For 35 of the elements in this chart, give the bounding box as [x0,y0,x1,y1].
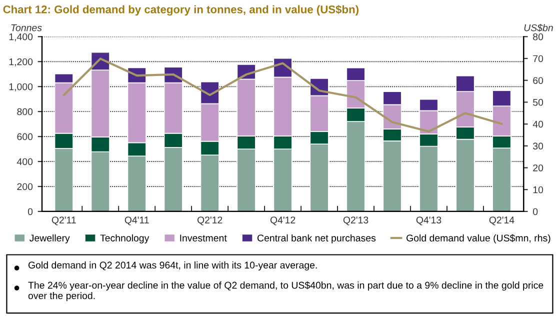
y2-axis-title: US$bn [524,24,553,32]
legend-label: Gold demand value (US$mn, rhs) [406,234,550,244]
y-tick-label: 1,400 [9,33,33,42]
x-tick-label: Q2'14 [489,216,514,226]
y-tick-label: 1,000 [9,83,33,92]
y2-tick-label: 10 [533,186,544,194]
y2-tick-label: 40 [532,120,544,128]
line-series [62,58,503,133]
y2-tick-label: 60 [533,77,544,84]
y-tick-label: 0 [28,208,33,216]
legend-label: Investment [180,234,227,242]
y2-tick-label: 0 [533,208,538,216]
y-tick-label: 200 [17,183,33,190]
x-tick-label: Q4'12 [270,216,296,226]
chart-title: Chart 12: Gold demand by category in tonnes, and in value (US$bn) [3,4,358,16]
legend-label: Technology [100,234,150,244]
legend-label: Jewellery [29,234,70,244]
x-tick-label: Q2'11 [52,216,76,226]
x-tick-label: Q2'13 [343,216,368,226]
y2-tick-label: 30 [533,142,544,150]
y-tick-label: 600 [17,133,33,140]
y-axis-title: Tonnes [11,24,42,32]
text: The 24% year-on-year decline in the value of Q2 demand, to US$40bn, was in part due to a 9% decline in the gold price over the period. [28,281,544,302]
y-tick-label: 1,200 [9,58,33,66]
text: Gold demand in Q2 2014 was 964t, in line with its 10-year average. [28,261,317,270]
y2-tick-label: 20 [533,164,544,172]
x-tick-label: Q4'13 [416,216,442,226]
x-tick-label: Q4'11 [124,216,149,226]
y2-tick-label: 70 [533,55,544,62]
x-tick-label: Q2'12 [197,216,222,226]
y-tick-label: 800 [17,108,33,116]
legend-label: Central bank net purchases [258,234,376,244]
y-tick-label: 400 [16,158,33,166]
y2-tick-label: 80 [533,33,544,40]
y2-tick-label: 50 [533,98,544,106]
